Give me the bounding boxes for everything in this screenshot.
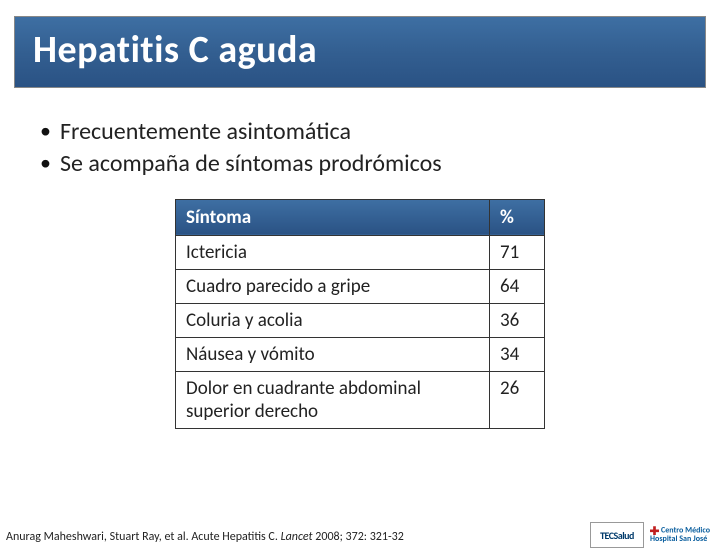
cm-line2: Hospital San José	[650, 534, 707, 544]
table-header-percent: %	[490, 199, 545, 235]
citation: Anurag Maheshwari, Stuart Ray, et al. Ac…	[6, 530, 404, 544]
table-cell-percent: 26	[490, 371, 545, 428]
bullet-list: Frecuentemente asintomática Se acompaña …	[40, 116, 720, 181]
table-cell-percent: 34	[490, 337, 545, 371]
table-row: Coluria y acolia 36	[176, 303, 545, 337]
citation-journal: Lancet	[281, 530, 313, 544]
citation-ref: 2008; 372: 321-32	[315, 530, 404, 544]
table-row: Ictericia 71	[176, 235, 545, 269]
table-row: Dolor en cuadrante abdominal superior de…	[176, 371, 545, 428]
title-bar: Hepatitis C aguda	[14, 16, 706, 88]
table-cell-percent: 36	[490, 303, 545, 337]
table-cell-symptom: Ictericia	[176, 235, 490, 269]
table-cell-percent: 64	[490, 269, 545, 303]
footer-logos: TECSalud Centro Médico Hospital San José	[590, 522, 710, 548]
bullet-item: Se acompaña de síntomas prodrómicos	[40, 148, 720, 180]
bullet-item: Frecuentemente asintomática	[40, 116, 720, 148]
symptoms-table: Síntoma % Ictericia 71 Cuadro parecido a…	[175, 199, 545, 429]
table-cell-percent: 71	[490, 235, 545, 269]
table-cell-symptom: Dolor en cuadrante abdominal superior de…	[176, 371, 490, 428]
table-cell-symptom: Náusea y vómito	[176, 337, 490, 371]
table-cell-symptom: Cuadro parecido a gripe	[176, 269, 490, 303]
table-row: Cuadro parecido a gripe 64	[176, 269, 545, 303]
centro-medico-logo-icon: Centro Médico Hospital San José	[650, 526, 710, 543]
table-row: Náusea y vómito 34	[176, 337, 545, 371]
slide-title: Hepatitis C aguda	[33, 27, 687, 73]
table-cell-symptom: Coluria y acolia	[176, 303, 490, 337]
table-header-symptom: Síntoma	[176, 199, 490, 235]
citation-title: Acute Hepatitis C.	[191, 530, 278, 544]
tec-logo-icon: TECSalud	[590, 522, 644, 548]
citation-authors: Anurag Maheshwari, Stuart Ray, et al.	[6, 530, 189, 544]
